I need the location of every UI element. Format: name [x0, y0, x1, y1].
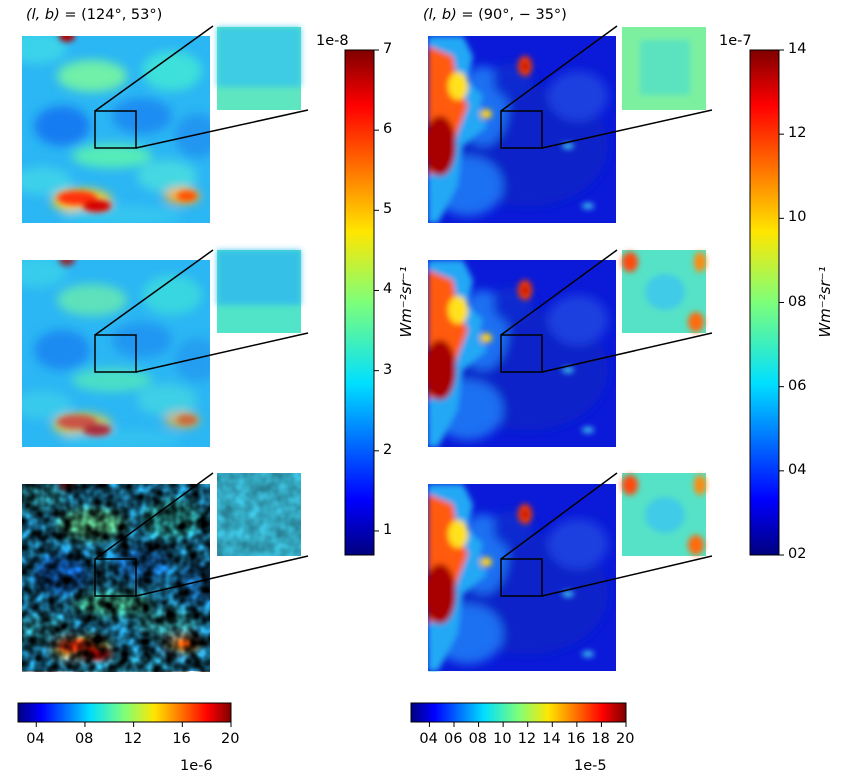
right-vertical-tick-label: 08	[788, 293, 807, 310]
left-vertical-tick-label: 3	[383, 361, 393, 378]
right-column-title: (l, b) = (90°, − 35°)	[423, 7, 567, 23]
right-zoom-guides	[500, 25, 713, 597]
left-vertical-colorbar	[344, 49, 375, 556]
left-horizontal-tick-label: 08	[74, 731, 94, 747]
right-bottom-colorbar-offset: 1e-5	[574, 758, 607, 774]
right-panel-row3	[424, 484, 616, 671]
right-vertical-tick-label: 04	[788, 461, 807, 478]
left-vertical-tick-label: 2	[383, 441, 393, 458]
left-horizontal-tick-label: 20	[221, 731, 240, 747]
left-panel-row2	[22, 260, 210, 447]
right-colorbar-offset: 1e-7	[719, 33, 752, 49]
left-panel-row1	[7, 30, 219, 226]
colorbar-tickmarks	[35, 49, 784, 727]
left-horizontal-tick-label: 04	[26, 731, 45, 747]
left-horizontal-tick-label: 12	[123, 731, 143, 747]
left-vertical-tick-label: 4	[383, 281, 393, 298]
right-panel-row2	[424, 260, 616, 447]
right-vertical-tick-label: 10	[788, 209, 807, 226]
left-vertical-tick-label: 1	[383, 521, 393, 538]
left-colorbar-label: Wm⁻²sr⁻¹	[397, 266, 415, 338]
left-colorbar-offset: 1e-8	[316, 33, 349, 49]
right-horizontal-tick-label: 12	[517, 731, 537, 747]
left-bottom-colorbar-offset: 1e-6	[180, 758, 213, 774]
right-horizontal-tick-label: 04	[419, 731, 438, 747]
left-column-title: (l, b) = (124°, 53°)	[26, 7, 163, 23]
right-panel-row1	[424, 36, 616, 223]
right-horizontal-tick-label: 14	[542, 731, 561, 747]
right-vertical-tick-label: 14	[788, 41, 807, 57]
right-horizontal-tick-label: 08	[468, 731, 488, 747]
right-horizontal-tick-label: 06	[444, 731, 463, 747]
right-horizontal-tick-label: 18	[591, 731, 610, 747]
right-vertical-tick-label: 12	[788, 125, 807, 142]
left-horizontal-colorbar	[17, 702, 232, 723]
right-vertical-tick-label: 02	[788, 546, 807, 562]
left-vertical-tick-label: 7	[383, 41, 393, 57]
left-panel-row3	[22, 484, 210, 672]
right-colorbar-label: Wm⁻²sr⁻¹	[816, 266, 834, 338]
right-vertical-tick-label: 06	[788, 377, 807, 394]
right-horizontal-colorbar	[410, 702, 627, 723]
right-vertical-colorbar	[749, 49, 780, 556]
left-horizontal-tick-label: 16	[172, 731, 191, 747]
right-horizontal-tick-label: 20	[616, 731, 635, 747]
left-zoom-guides	[94, 25, 309, 597]
right-horizontal-tick-label: 10	[493, 731, 512, 747]
right-horizontal-tick-label: 16	[566, 731, 586, 747]
left-vertical-tick-label: 6	[383, 121, 393, 138]
left-vertical-tick-label: 5	[383, 201, 393, 218]
